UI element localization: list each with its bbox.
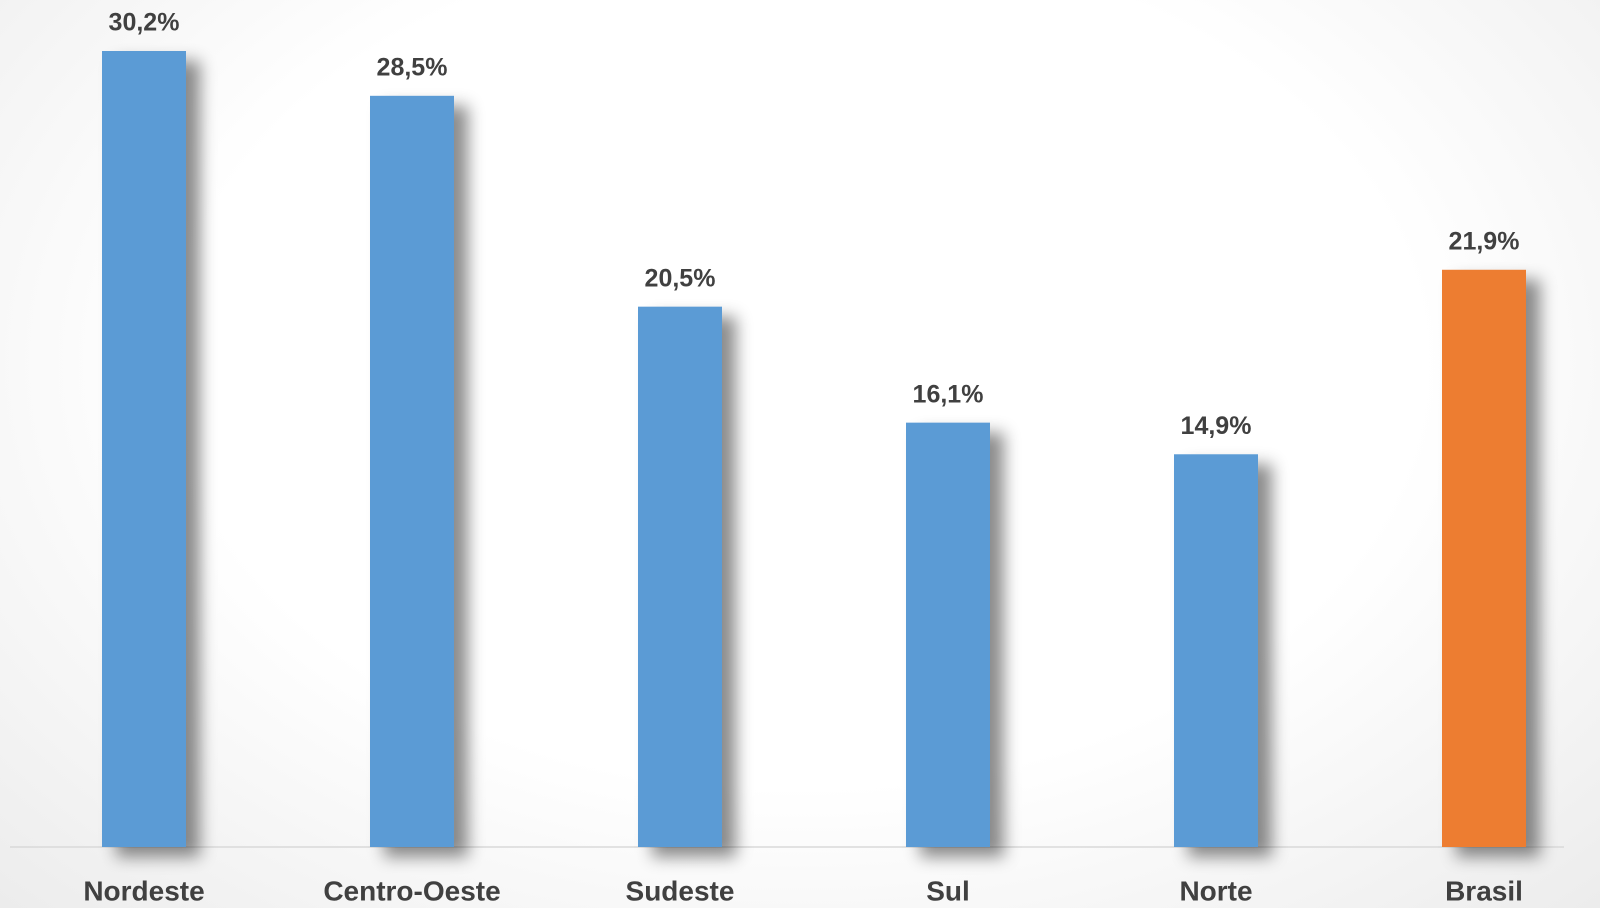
x-tick-label: Sudeste bbox=[626, 875, 735, 906]
bar bbox=[906, 422, 990, 847]
x-tick-label: Sul bbox=[926, 875, 970, 906]
x-tick-label: Centro-Oeste bbox=[323, 875, 500, 906]
bar bbox=[1174, 454, 1258, 847]
bar bbox=[370, 95, 454, 848]
x-tick-label: Brasil bbox=[1445, 875, 1523, 906]
bar bbox=[102, 51, 186, 847]
bar bbox=[638, 306, 722, 847]
data-label: 21,9% bbox=[1449, 227, 1520, 255]
data-label: 30,2% bbox=[109, 9, 180, 37]
data-label: 20,5% bbox=[645, 264, 716, 292]
x-tick-label: Nordeste bbox=[83, 875, 204, 906]
x-tick-label: Norte bbox=[1179, 875, 1252, 906]
data-label: 28,5% bbox=[377, 53, 448, 81]
bar bbox=[1442, 269, 1526, 848]
data-label: 16,1% bbox=[913, 380, 984, 408]
data-label: 14,9% bbox=[1181, 412, 1252, 440]
